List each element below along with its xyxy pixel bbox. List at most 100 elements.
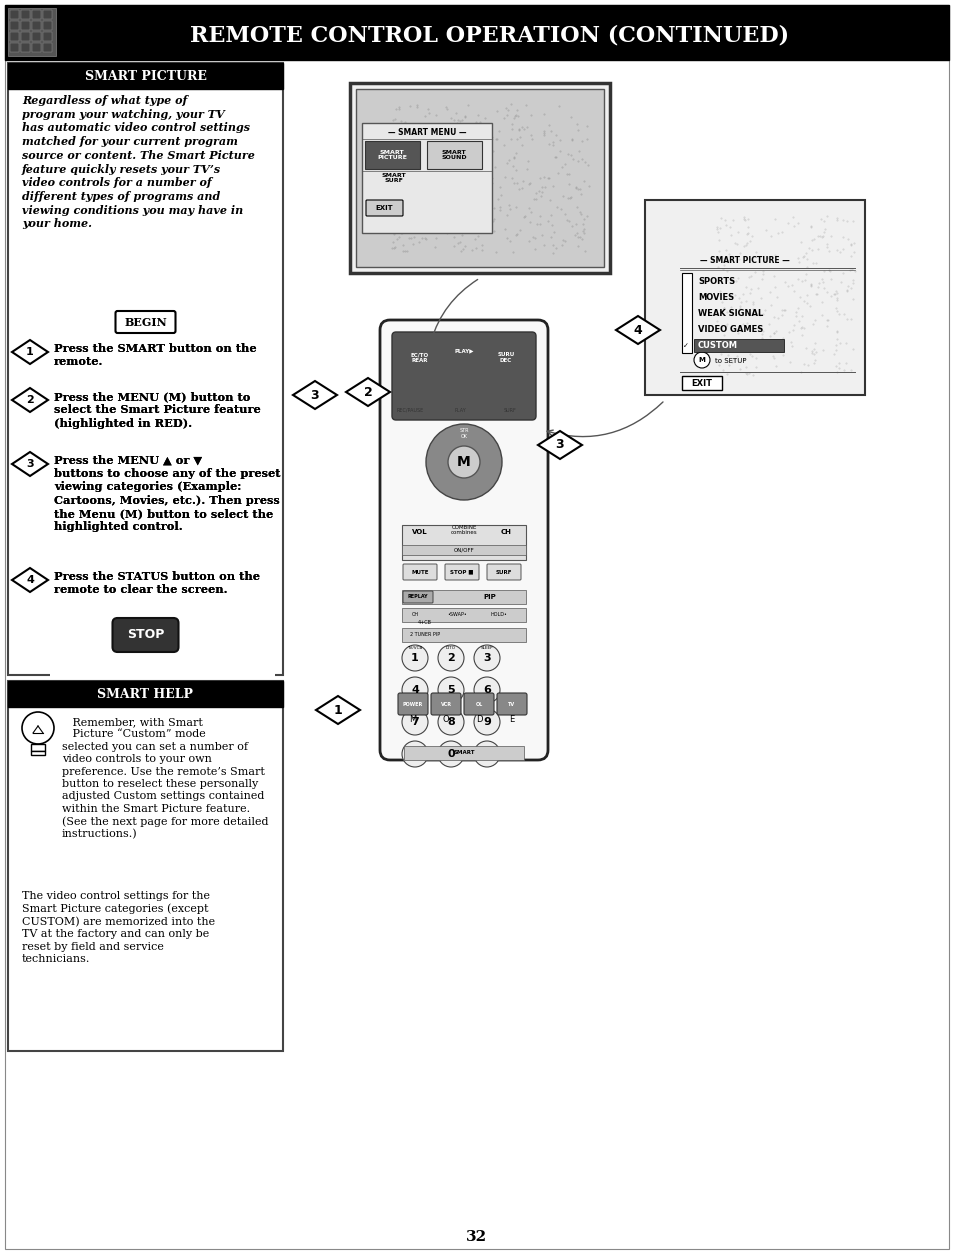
Text: Press the SMART button on the
remote.: Press the SMART button on the remote. xyxy=(54,344,256,367)
Text: 4: 4 xyxy=(633,324,641,336)
Circle shape xyxy=(437,741,463,767)
Polygon shape xyxy=(293,381,336,409)
FancyBboxPatch shape xyxy=(8,681,283,1051)
FancyBboxPatch shape xyxy=(365,140,419,169)
Text: 4: 4 xyxy=(411,685,418,695)
Circle shape xyxy=(401,677,428,703)
FancyBboxPatch shape xyxy=(10,33,19,41)
FancyBboxPatch shape xyxy=(8,8,56,56)
Text: SLEEP: SLEEP xyxy=(480,646,493,650)
FancyBboxPatch shape xyxy=(644,199,864,395)
Circle shape xyxy=(437,645,463,671)
Text: COMBINE
combines: COMBINE combines xyxy=(450,524,476,535)
Text: M: M xyxy=(456,455,471,469)
Text: 3: 3 xyxy=(311,389,319,401)
Polygon shape xyxy=(346,377,390,406)
FancyBboxPatch shape xyxy=(50,453,274,563)
Text: SMART HELP: SMART HELP xyxy=(97,687,193,701)
FancyBboxPatch shape xyxy=(444,564,478,581)
Text: SURF: SURF xyxy=(496,569,512,574)
Text: EXIT: EXIT xyxy=(375,204,393,211)
FancyBboxPatch shape xyxy=(10,21,19,30)
FancyBboxPatch shape xyxy=(681,376,721,390)
FancyBboxPatch shape xyxy=(21,33,30,41)
FancyBboxPatch shape xyxy=(402,564,436,581)
FancyBboxPatch shape xyxy=(5,5,948,1249)
FancyBboxPatch shape xyxy=(463,693,494,715)
Text: PLAY: PLAY xyxy=(454,408,465,413)
FancyBboxPatch shape xyxy=(43,33,52,41)
Text: POWER: POWER xyxy=(402,701,423,706)
Text: STR
OK: STR OK xyxy=(458,428,468,439)
Text: 1: 1 xyxy=(26,347,34,357)
Text: CUSTOM: CUSTOM xyxy=(698,341,738,350)
Text: SMART
PICTURE: SMART PICTURE xyxy=(376,149,407,161)
FancyBboxPatch shape xyxy=(401,545,525,556)
Text: Press the MENU ▲ or ▼
buttons to choose any of the preset
viewing categories (Ex: Press the MENU ▲ or ▼ buttons to choose … xyxy=(54,455,280,532)
FancyBboxPatch shape xyxy=(43,43,52,51)
Text: 8: 8 xyxy=(447,717,455,727)
Circle shape xyxy=(437,709,463,735)
FancyBboxPatch shape xyxy=(32,43,41,51)
Text: Regardless of what type of
program your watching, your TV
has automatic video co: Regardless of what type of program your … xyxy=(22,95,254,229)
Text: Remember, with Smart
   Picture “Custom” mode
selected you can set a number of
v: Remember, with Smart Picture “Custom” mo… xyxy=(62,717,268,840)
FancyBboxPatch shape xyxy=(486,564,520,581)
Text: 32: 32 xyxy=(466,1230,487,1244)
FancyBboxPatch shape xyxy=(21,43,30,51)
Text: VOL: VOL xyxy=(412,529,427,535)
Circle shape xyxy=(437,677,463,703)
FancyBboxPatch shape xyxy=(401,608,525,622)
Polygon shape xyxy=(537,431,581,459)
Text: M: M xyxy=(698,357,704,362)
Circle shape xyxy=(474,741,499,767)
Text: E: E xyxy=(509,716,514,725)
Text: 3: 3 xyxy=(26,459,33,469)
Text: PIP: PIP xyxy=(483,594,496,599)
FancyBboxPatch shape xyxy=(50,389,274,499)
Text: MOVIES: MOVIES xyxy=(698,293,734,302)
FancyBboxPatch shape xyxy=(379,320,547,760)
FancyBboxPatch shape xyxy=(427,140,481,169)
Circle shape xyxy=(22,712,54,744)
Text: 6: 6 xyxy=(482,685,491,695)
Text: VIDEO GAMES: VIDEO GAMES xyxy=(698,325,762,334)
Text: 0: 0 xyxy=(447,749,455,759)
Circle shape xyxy=(474,677,499,703)
Text: STOP: STOP xyxy=(127,628,164,642)
Circle shape xyxy=(693,352,709,367)
FancyBboxPatch shape xyxy=(401,628,525,642)
FancyBboxPatch shape xyxy=(402,591,433,603)
FancyBboxPatch shape xyxy=(30,751,45,755)
Text: 9: 9 xyxy=(482,717,491,727)
Text: SPORTS: SPORTS xyxy=(698,277,735,286)
Text: HOLD•: HOLD• xyxy=(490,612,507,617)
Text: O: O xyxy=(442,716,449,725)
FancyBboxPatch shape xyxy=(355,89,603,267)
FancyBboxPatch shape xyxy=(431,693,460,715)
Text: SMART
SURF: SMART SURF xyxy=(381,173,406,183)
FancyBboxPatch shape xyxy=(350,83,609,273)
Text: to SETUP: to SETUP xyxy=(714,357,745,364)
Text: DITO: DITO xyxy=(446,646,456,650)
Circle shape xyxy=(426,424,501,500)
Text: •SWAP•: •SWAP• xyxy=(447,612,466,617)
Text: Press the MENU ▲ or ▼
buttons to choose any of the preset
viewing categories (Ex: Press the MENU ▲ or ▼ buttons to choose … xyxy=(54,455,280,532)
FancyBboxPatch shape xyxy=(50,569,274,678)
Text: 4+CB: 4+CB xyxy=(417,621,432,626)
Text: SMART PICTURE: SMART PICTURE xyxy=(85,69,206,83)
Text: STOP ■: STOP ■ xyxy=(450,569,474,574)
Text: M: M xyxy=(409,716,416,725)
Text: SURF: SURF xyxy=(503,408,516,413)
FancyBboxPatch shape xyxy=(401,525,525,561)
FancyBboxPatch shape xyxy=(392,332,536,420)
Text: TV/VCB: TV/VCB xyxy=(407,646,422,650)
Text: Press the MENU (M) button to
select the Smart Picture feature
(highlighted in RE: Press the MENU (M) button to select the … xyxy=(54,391,260,429)
Text: EC/TO
REAR: EC/TO REAR xyxy=(411,352,429,362)
Circle shape xyxy=(474,645,499,671)
Text: 5: 5 xyxy=(447,685,455,695)
Text: Press the STATUS button on the
remote to clear the screen.: Press the STATUS button on the remote to… xyxy=(54,571,260,596)
Text: 1: 1 xyxy=(334,703,342,716)
Text: 7: 7 xyxy=(411,717,418,727)
Text: 2 TUNER PIP: 2 TUNER PIP xyxy=(410,632,439,637)
FancyBboxPatch shape xyxy=(115,311,175,334)
